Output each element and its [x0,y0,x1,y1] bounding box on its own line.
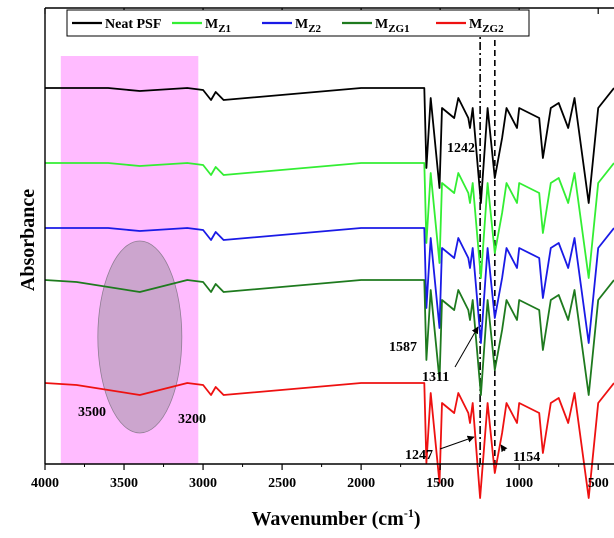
x-tick-label: 4000 [31,476,59,491]
series-mz2 [45,227,614,344]
legend-label: MZG2 [469,17,504,35]
series-mzg1 [44,279,614,396]
legend-label: MZG1 [375,17,410,35]
legend: Neat PSF MZ1 MZ2 MZG1 MZG2 [66,9,530,37]
annotation-label: 1311 [422,370,449,385]
x-tick-label: 3000 [189,476,217,491]
x-tick-label: 2000 [347,476,375,491]
series-mz1 [45,162,614,279]
series-neat-psf [45,87,614,204]
legend-label: Neat PSF [105,17,161,32]
annotation-label: 1242 [447,141,475,156]
x-tick-label: 2500 [268,476,296,491]
y-axis-label: Absorbance [17,189,39,291]
series-mzg2 [44,382,614,499]
annotation-label: 1587 [389,340,417,355]
annotation-label: 3200 [178,412,206,427]
annotation-label: 3500 [78,405,106,420]
x-axis-label: Wavenumber (cm-1) [251,506,420,530]
x-tick-label: 3500 [110,476,138,491]
x-tick-label: 1500 [426,476,454,491]
annotation-arrow [500,444,508,453]
x-tick-label: 1000 [505,476,533,491]
annotation-arrow [439,435,475,450]
legend-label: MZ1 [205,17,231,35]
annotation-arrow [454,326,479,368]
legend-label: MZ2 [295,17,322,35]
x-tick-label: 500 [588,476,609,491]
ellipse-region [97,240,183,434]
annotation-label: 1247 [405,448,433,463]
annotation-label: 1154 [513,450,540,465]
